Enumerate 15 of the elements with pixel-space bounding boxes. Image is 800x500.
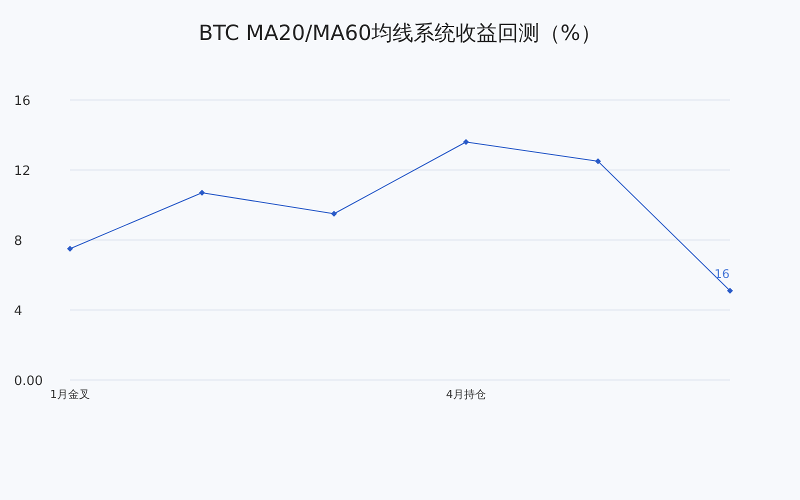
annotation: 16	[714, 266, 730, 281]
y-tick-label: 4	[14, 304, 22, 319]
point	[463, 139, 469, 145]
y-tick-label: 12	[14, 164, 31, 179]
point	[331, 210, 337, 217]
point	[595, 158, 601, 164]
point	[199, 190, 205, 196]
y-tick-label: 8	[14, 234, 22, 249]
chart-title: BTC MA20/MA60均线系统收益回测（%）	[198, 21, 602, 45]
x-tick-label: 4月持仓	[446, 388, 486, 401]
y-tick-label: 16	[14, 94, 31, 109]
x-tick-label: 1月金叉	[50, 388, 90, 401]
point	[67, 246, 73, 252]
point	[727, 288, 733, 294]
y-tick-label: 0.00	[14, 374, 43, 389]
